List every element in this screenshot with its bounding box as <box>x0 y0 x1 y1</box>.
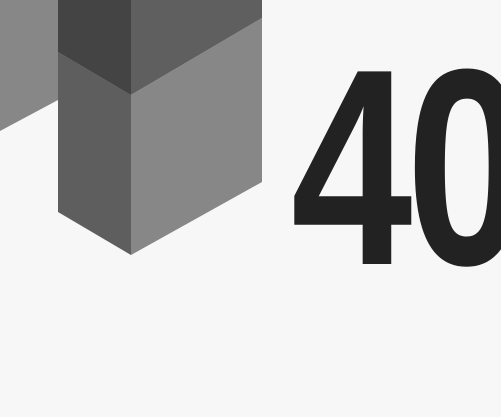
block-dark-face <box>58 0 131 95</box>
isometric-blocks-icon <box>0 0 262 255</box>
block-left-panel <box>0 0 58 131</box>
block-front-right-face <box>131 18 262 255</box>
block-front-left-face <box>58 52 131 255</box>
error-code: 404 <box>291 12 501 324</box>
